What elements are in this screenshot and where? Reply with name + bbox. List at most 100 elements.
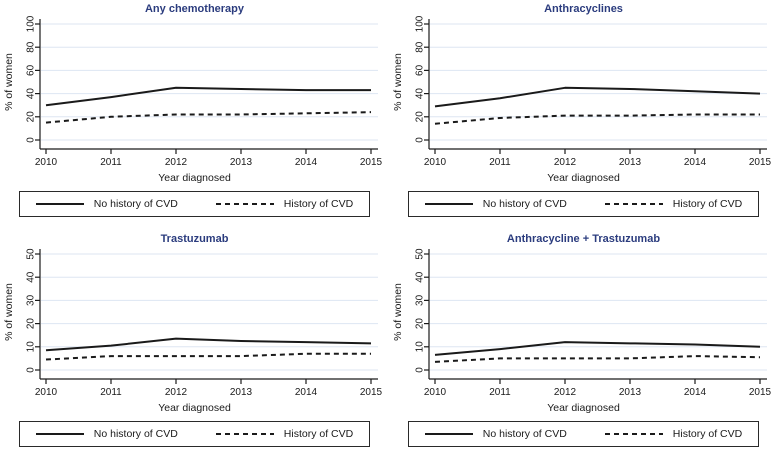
x-tick-label: 2015 xyxy=(360,157,383,168)
x-tick-label: 2010 xyxy=(424,157,447,168)
y-tick-label: 60 xyxy=(26,64,37,76)
chart-anthracyclines: 0 20 40 60 80 100 % of women 2010 2011 2012 2013 20… xyxy=(392,16,772,168)
legend-label-cvd: History of CVD xyxy=(672,198,743,210)
solid-line-sample xyxy=(424,203,473,205)
legend-wrap: No history of CVD History of CVD xyxy=(389,191,778,217)
chart-trastuzumab: 0 10 20 30 40 50 % of women 2010 2011 2012 2013 201… xyxy=(3,248,383,398)
y-tick-label: 50 xyxy=(26,248,37,260)
y-tick-label: 40 xyxy=(415,271,426,283)
x-tick-label: 2015 xyxy=(749,157,772,168)
x-tick-label: 2015 xyxy=(749,387,772,398)
legend: No history of CVD History of CVD xyxy=(407,191,760,217)
x-tick-label: 2011 xyxy=(100,157,122,168)
x-tick-label: 2011 xyxy=(489,387,511,398)
x-tick-label: 2010 xyxy=(424,387,447,398)
legend-wrap: No history of CVD History of CVD xyxy=(0,191,389,217)
legend-label-no-cvd: No history of CVD xyxy=(482,428,567,440)
legend-label-no-cvd: No history of CVD xyxy=(482,198,567,210)
panel-title: Any chemotherapy xyxy=(144,3,245,15)
solid-line-sample xyxy=(35,433,84,435)
dashed-line-sample xyxy=(604,433,663,435)
y-tick-label: 0 xyxy=(415,367,426,373)
y-axis-title: % of women xyxy=(3,283,15,341)
y-tick-label: 20 xyxy=(415,318,426,330)
y-tick-label: 80 xyxy=(415,41,426,53)
solid-line-sample xyxy=(424,433,473,435)
y-tick-label: 0 xyxy=(26,367,37,373)
y-tick-label: 40 xyxy=(26,271,37,283)
panel-anthracycline-trastuzumab: Anthracycline + Trastuzumab 0 10 20 30 40 50%… xyxy=(389,230,778,459)
x-tick-label: 2012 xyxy=(554,387,577,398)
x-tick-label: 2014 xyxy=(684,157,707,168)
panel-trastuzumab: Trastuzumab 0 10 20 30 40 50 % of women 2010 201… xyxy=(0,230,389,459)
dashed-line-sample xyxy=(604,203,663,205)
legend: No history of CVD History of CVD xyxy=(407,421,760,447)
legend-item-cvd: History of CVD xyxy=(604,428,743,440)
y-tick-label: 100 xyxy=(26,16,37,32)
x-tick-label: 2010 xyxy=(35,157,58,168)
x-tick-label: 2013 xyxy=(230,387,253,398)
series-dashed xyxy=(434,113,760,125)
panel-anthracyclines: Anthracyclines 0 20 40 60 80 100 % of women 201… xyxy=(389,0,778,230)
y-tick-label: 20 xyxy=(26,318,37,330)
y-tick-label: 20 xyxy=(26,111,37,123)
x-axis-title: Year diagnosed xyxy=(158,402,231,414)
series-solid xyxy=(434,341,761,356)
x-tick-label: 2010 xyxy=(35,387,58,398)
y-tick-label: 40 xyxy=(415,88,426,100)
dashed-line-sample xyxy=(215,203,274,205)
series-dashed xyxy=(45,111,372,124)
legend-label-no-cvd: No history of CVD xyxy=(93,198,178,210)
x-tick-label: 2014 xyxy=(295,157,318,168)
x-axis-title: Year diagnosed xyxy=(547,172,620,184)
y-axis-title: % of women xyxy=(3,53,15,111)
series-dashed xyxy=(45,352,371,361)
series-solid xyxy=(434,86,761,108)
legend-item-cvd: History of CVD xyxy=(215,198,354,210)
legend-wrap: No history of CVD History of CVD xyxy=(389,421,778,447)
x-axis-title: Year diagnosed xyxy=(547,402,620,414)
y-axis-title: % of women xyxy=(392,53,404,111)
legend-label-no-cvd: No history of CVD xyxy=(93,428,178,440)
y-tick-label: 50 xyxy=(415,248,426,260)
x-axis-title: Year diagnosed xyxy=(158,172,231,184)
x-tick-label: 2012 xyxy=(165,387,188,398)
x-tick-label: 2013 xyxy=(619,387,642,398)
x-tick-label: 2012 xyxy=(165,157,188,168)
y-tick-label: 10 xyxy=(415,341,426,353)
x-tick-label: 2013 xyxy=(230,157,253,168)
chart-anthracycline-trastuzumab: 0 10 20 30 40 50 % of women 2010 2011 2012 2013 201… xyxy=(392,248,772,398)
legend-item-cvd: History of CVD xyxy=(215,428,354,440)
solid-line-sample xyxy=(35,203,84,205)
x-tick-label: 2015 xyxy=(360,387,383,398)
legend-item-no-cvd: No history of CVD xyxy=(424,428,567,440)
y-tick-label: 0 xyxy=(415,137,426,143)
series-solid xyxy=(45,337,372,352)
x-tick-label: 2014 xyxy=(295,387,318,398)
legend-label-cvd: History of CVD xyxy=(283,198,354,210)
legend-item-no-cvd: No history of CVD xyxy=(35,198,178,210)
panel-title: Trastuzumab xyxy=(160,233,229,245)
y-tick-label: 30 xyxy=(415,294,426,306)
legend-item-cvd: History of CVD xyxy=(604,198,743,210)
x-tick-label: 2011 xyxy=(100,387,122,398)
legend-wrap: No history of CVD History of CVD xyxy=(0,421,389,447)
y-tick-label: 80 xyxy=(26,41,37,53)
y-tick-label: 40 xyxy=(26,88,37,100)
panel-title: Anthracycline + Trastuzumab xyxy=(506,233,661,245)
x-tick-label: 2011 xyxy=(489,157,511,168)
y-tick-label: 30 xyxy=(26,294,37,306)
y-tick-label: 60 xyxy=(415,64,426,76)
legend-label-cvd: History of CVD xyxy=(672,428,743,440)
legend: No history of CVD History of CVD xyxy=(18,421,371,447)
panel-title: Anthracyclines xyxy=(544,3,623,15)
legend: No history of CVD History of CVD xyxy=(18,191,371,217)
y-tick-label: 0 xyxy=(26,137,37,143)
x-tick-label: 2013 xyxy=(619,157,642,168)
legend-label-cvd: History of CVD xyxy=(283,428,354,440)
y-axis-title: % of women xyxy=(392,283,404,341)
legend-item-no-cvd: No history of CVD xyxy=(424,198,567,210)
chart-any-chemotherapy: 0 20 40 60 80 100 % of women 2010 2011 2012 2013 20… xyxy=(3,16,383,168)
y-tick-label: 20 xyxy=(415,111,426,123)
